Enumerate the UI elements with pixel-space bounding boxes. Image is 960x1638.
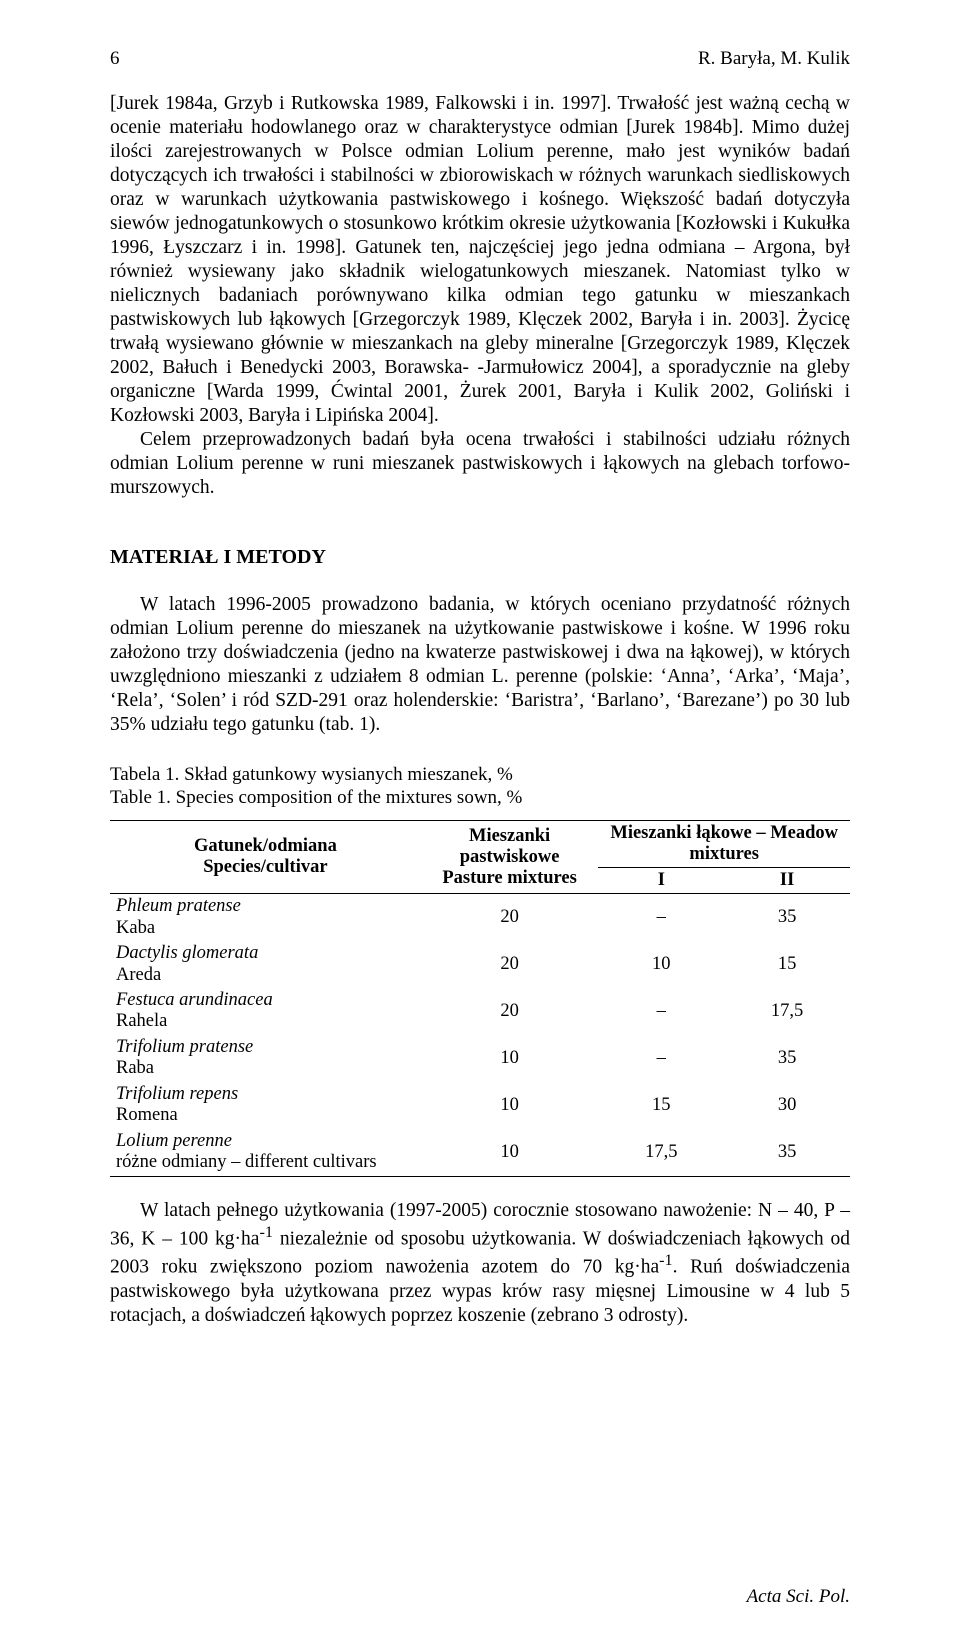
species-cultivar: Raba bbox=[116, 1058, 154, 1078]
species-cell: Trifolium pratense Raba bbox=[110, 1035, 421, 1082]
value-cell: 20 bbox=[421, 894, 599, 941]
paragraph-2: Celem przeprowadzonych badań była ocena … bbox=[110, 428, 850, 500]
species-cell: Dactylis glomerata Areda bbox=[110, 941, 421, 988]
species-cell: Phleum pratense Kaba bbox=[110, 894, 421, 941]
col-meadow-header: Mieszanki łąkowe – Meadow mixtures bbox=[598, 821, 850, 868]
paragraph-4: W latach pełnego użytkowania (1997-2005)… bbox=[110, 1199, 850, 1328]
col-meadow-1: I bbox=[598, 868, 724, 894]
col-species-pl: Gatunek/odmiana bbox=[194, 836, 337, 856]
species-latin: Trifolium repens bbox=[116, 1084, 238, 1104]
species-latin: Dactylis glomerata bbox=[116, 943, 258, 963]
species-latin: Trifolium pratense bbox=[116, 1037, 253, 1057]
species-cultivar: różne odmiany – different cultivars bbox=[116, 1152, 377, 1172]
col-species-en: Species/cultivar bbox=[203, 857, 327, 877]
species-latin: Lolium perenne bbox=[116, 1131, 232, 1151]
value-cell: 10 bbox=[421, 1129, 599, 1176]
value-cell: 35 bbox=[724, 1035, 850, 1082]
table-caption-en: Table 1. Species composition of the mixt… bbox=[110, 787, 522, 808]
value-cell: 10 bbox=[598, 941, 724, 988]
running-header: 6 R. Baryła, M. Kulik bbox=[110, 48, 850, 70]
paragraph-3: W latach 1996-2005 prowadzono badania, w… bbox=[110, 593, 850, 737]
value-cell: 17,5 bbox=[598, 1129, 724, 1176]
value-cell: 10 bbox=[421, 1035, 599, 1082]
species-latin: Festuca arundinacea bbox=[116, 990, 273, 1010]
species-latin: Phleum pratense bbox=[116, 896, 241, 916]
species-cultivar: Rahela bbox=[116, 1011, 167, 1031]
value-cell: 35 bbox=[724, 1129, 850, 1176]
col-pasture-pl: Mieszanki pastwiskowe bbox=[460, 826, 560, 867]
table-caption-pl: Tabela 1. Skład gatunkowy wysianych mies… bbox=[110, 764, 513, 785]
journal-footer: Acta Sci. Pol. bbox=[747, 1586, 850, 1608]
species-cell: Lolium perenne różne odmiany – different… bbox=[110, 1129, 421, 1176]
species-cell: Trifolium repens Romena bbox=[110, 1082, 421, 1129]
value-cell: – bbox=[598, 894, 724, 941]
col-pasture-en: Pasture mixtures bbox=[442, 868, 576, 888]
paragraph-1: [Jurek 1984a, Grzyb i Rutkowska 1989, Fa… bbox=[110, 92, 850, 428]
table-row: Festuca arundinacea Rahela 20 – 17,5 bbox=[110, 988, 850, 1035]
species-cultivar: Kaba bbox=[116, 918, 155, 938]
col-meadow-2: II bbox=[724, 868, 850, 894]
running-authors: R. Baryła, M. Kulik bbox=[698, 48, 850, 70]
value-cell: 30 bbox=[724, 1082, 850, 1129]
value-cell: – bbox=[598, 988, 724, 1035]
species-cultivar: Romena bbox=[116, 1105, 178, 1125]
table-caption: Tabela 1. Skład gatunkowy wysianych mies… bbox=[110, 763, 850, 811]
table-row: Phleum pratense Kaba 20 – 35 bbox=[110, 894, 850, 941]
superscript: -1 bbox=[259, 1223, 273, 1241]
species-cultivar: Areda bbox=[116, 965, 161, 985]
value-cell: 10 bbox=[421, 1082, 599, 1129]
col-pasture-header: Mieszanki pastwiskowe Pasture mixtures bbox=[421, 821, 599, 894]
table-row: Dactylis glomerata Areda 20 10 15 bbox=[110, 941, 850, 988]
value-cell: 15 bbox=[724, 941, 850, 988]
col-species-header: Gatunek/odmiana Species/cultivar bbox=[110, 821, 421, 894]
page: 6 R. Baryła, M. Kulik [Jurek 1984a, Grzy… bbox=[0, 0, 960, 1388]
value-cell: 15 bbox=[598, 1082, 724, 1129]
value-cell: 20 bbox=[421, 941, 599, 988]
value-cell: 20 bbox=[421, 988, 599, 1035]
value-cell: 35 bbox=[724, 894, 850, 941]
table-row: Trifolium pratense Raba 10 – 35 bbox=[110, 1035, 850, 1082]
value-cell: 17,5 bbox=[724, 988, 850, 1035]
superscript: -1 bbox=[659, 1251, 673, 1269]
table-row: Trifolium repens Romena 10 15 30 bbox=[110, 1082, 850, 1129]
species-cell: Festuca arundinacea Rahela bbox=[110, 988, 421, 1035]
table-row: Lolium perenne różne odmiany – different… bbox=[110, 1129, 850, 1176]
section-heading: MATERIAŁ I METODY bbox=[110, 546, 850, 569]
species-composition-table: Gatunek/odmiana Species/cultivar Mieszan… bbox=[110, 820, 850, 1176]
page-number: 6 bbox=[110, 48, 120, 70]
value-cell: – bbox=[598, 1035, 724, 1082]
